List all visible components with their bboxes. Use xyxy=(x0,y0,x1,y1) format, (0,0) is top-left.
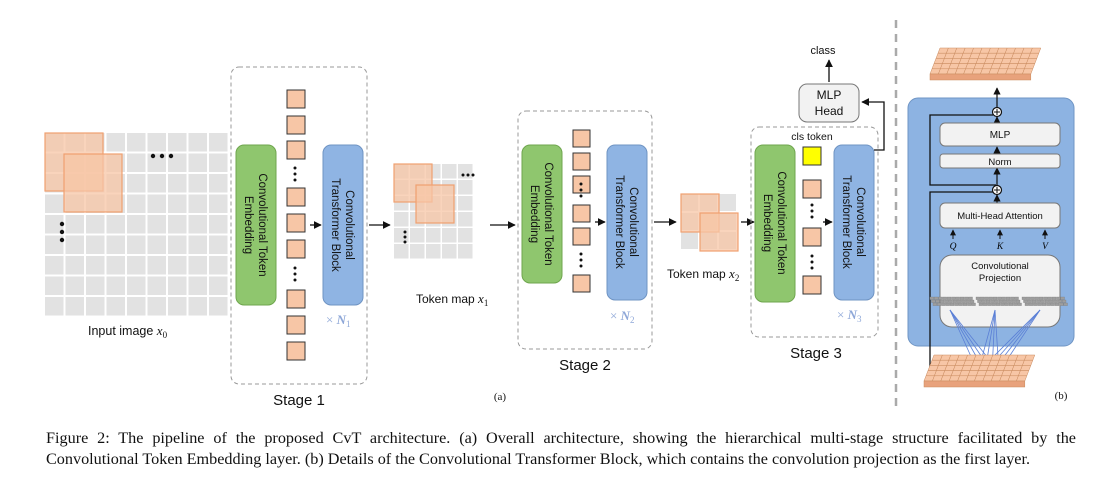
output-token-grid xyxy=(929,47,1042,81)
stage-2-frame xyxy=(517,110,653,350)
figure-caption: Figure 2: The pipeline of the proposed C… xyxy=(46,429,1076,468)
detail-mlp-label: MLP xyxy=(990,130,1011,141)
class-label: class xyxy=(810,45,836,57)
stage-2-transformer-block xyxy=(606,144,648,301)
stage-1-token-embedding xyxy=(235,144,277,306)
stage-2-token-ellipsis xyxy=(579,182,583,268)
detail-mha-box xyxy=(939,202,1061,229)
cls-token-label: cls token xyxy=(791,131,833,143)
input-ellipsis-horizontal xyxy=(150,153,174,159)
stage-3-token-embedding xyxy=(754,144,796,303)
detail-conv-projection-line1: Convolutional xyxy=(971,261,1029,272)
stage-2-token-column xyxy=(572,129,591,293)
stage-1-token-ellipsis xyxy=(293,166,297,282)
stage-3-block-label: ConvolutionalTransformer Block xyxy=(840,175,866,269)
stage-2-repeat-label: × N2 xyxy=(610,308,634,325)
detail-norm-label: Norm xyxy=(988,157,1011,168)
part-a-label: (a) xyxy=(494,391,507,403)
stage-2-embedding-label: Convolutional TokenEmbedding xyxy=(528,162,554,265)
stage-1-repeat-label: × N1 xyxy=(326,312,350,329)
stage-3-token-column xyxy=(802,179,822,295)
token-map-2-patches xyxy=(680,193,739,252)
detail-conv-projection-box xyxy=(939,254,1061,328)
mlp-head-label-line1: MLP xyxy=(817,88,842,102)
architecture-figure: Input image x0 Convolutional TokenEmbedd… xyxy=(44,20,1075,409)
detail-conv-projection-line2: Projection xyxy=(979,273,1021,284)
detail-k-label: K xyxy=(996,242,1004,252)
detail-norm-box xyxy=(939,153,1061,169)
stage-1-label: Stage 1 xyxy=(273,392,325,409)
stage-1-transformer-block xyxy=(322,144,364,306)
stage-3-embedding-label: Convolutional TokenEmbedding xyxy=(761,171,787,274)
projection-feature-maps xyxy=(929,296,1068,306)
stage-2-label: Stage 2 xyxy=(559,357,611,374)
token-map-1-label: Token map x1 xyxy=(416,291,488,308)
detail-v-label: V xyxy=(1042,242,1049,252)
token-map-1-patches xyxy=(393,163,455,224)
input-token-grid xyxy=(923,354,1036,388)
stage-1-block-label: ConvolutionalTransformer Block xyxy=(329,178,355,272)
residual-connection-1 xyxy=(929,191,993,380)
part-b-label: (b) xyxy=(1055,390,1068,402)
input-image-grid xyxy=(45,133,228,316)
detail-q-label: Q xyxy=(950,242,957,252)
stage-1-token-column xyxy=(286,89,306,361)
stage-3-label: Stage 3 xyxy=(790,345,842,362)
mlp-head-box xyxy=(798,83,860,123)
input-image-label: Input image x0 xyxy=(88,323,168,340)
stage-3-frame xyxy=(750,126,879,338)
input-image-patches xyxy=(44,132,123,213)
stage-1-embedding-label: Convolutional TokenEmbedding xyxy=(242,173,268,276)
cls-token xyxy=(802,146,822,166)
stage-1-frame xyxy=(230,66,368,385)
stage-2-token-embedding xyxy=(521,144,563,284)
stage-2-block-label: ConvolutionalTransformer Block xyxy=(613,175,639,269)
stage-3-repeat-label: × N3 xyxy=(837,307,862,324)
residual-connection-2 xyxy=(929,114,996,186)
stage-3-token-ellipsis xyxy=(810,203,814,270)
token-map-1-ellipsis xyxy=(403,173,475,244)
token-map-1-grid xyxy=(394,164,473,259)
detail-mlp-box xyxy=(939,122,1061,147)
input-ellipsis-vertical xyxy=(59,221,65,243)
arrow-stage3-to-mlp-head xyxy=(861,98,885,151)
mlp-head-label-line2: Head xyxy=(815,104,844,118)
detail-mha-label: Multi-Head Attention xyxy=(957,211,1043,222)
token-map-2-label: Token map x2 xyxy=(667,266,739,283)
stage-3-transformer-block xyxy=(833,144,875,301)
